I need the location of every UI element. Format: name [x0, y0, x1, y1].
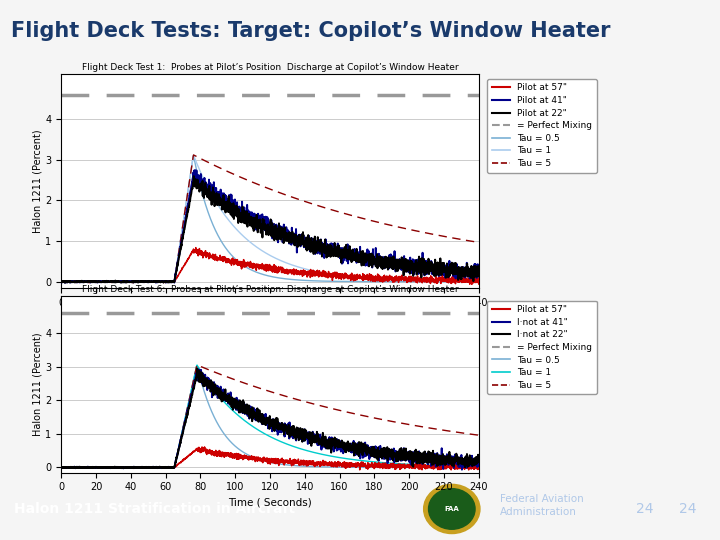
X-axis label: Time ( Seconds): Time ( Seconds)	[228, 498, 312, 508]
Legend: Pilot at 57", Pilot at 41", Pilot at 22", = Perfect Mixing, Tau = 0.5, Tau = 1, : Pilot at 57", Pilot at 41", Pilot at 22"…	[487, 79, 597, 173]
Text: FAA: FAA	[444, 506, 459, 512]
Circle shape	[428, 489, 475, 529]
Text: Flight Deck Tests: Target: Copilot’s Window Heater: Flight Deck Tests: Target: Copilot’s Win…	[11, 21, 611, 41]
Y-axis label: Halon 1211 (Percent): Halon 1211 (Percent)	[32, 129, 42, 233]
Title: Flight Deck Test 1:  Probes at Pilot’s Position  Discharge at Copilot’s Window H: Flight Deck Test 1: Probes at Pilot’s Po…	[81, 63, 459, 72]
Y-axis label: Halon 1211 (Percent): Halon 1211 (Percent)	[32, 333, 42, 436]
Text: Federal Aviation
Administration: Federal Aviation Administration	[500, 494, 584, 517]
Legend: Pilot at 57", I·not at 41", I·not at 22", = Perfect Mixing, Tau = 0.5, Tau = 1, : Pilot at 57", I·not at 41", I·not at 22"…	[487, 301, 597, 394]
Circle shape	[423, 484, 480, 534]
Title: Flight Deck Test 6:  Probes at Pilot’s Position: Discharge at Copilot’s Window H: Flight Deck Test 6: Probes at Pilot’s Po…	[81, 285, 459, 294]
Text: 24: 24	[679, 502, 696, 516]
Text: Halon 1211 Stratification in Aircraft: Halon 1211 Stratification in Aircraft	[14, 502, 295, 516]
X-axis label: Time ( Seconds): Time ( Seconds)	[228, 313, 312, 323]
Text: 24: 24	[636, 502, 653, 516]
